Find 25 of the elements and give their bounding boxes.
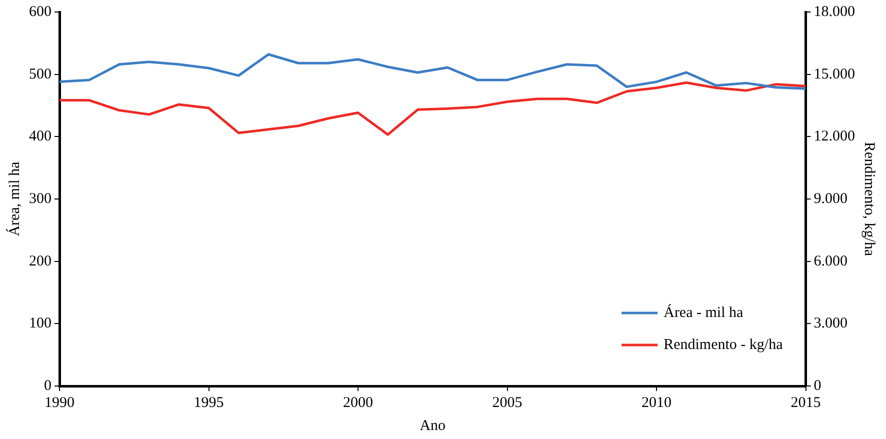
y-tick-label: 500 bbox=[29, 66, 52, 82]
x-tick-label: 2010 bbox=[642, 394, 672, 411]
x-tick-label: 2000 bbox=[343, 394, 373, 411]
x-axis-title: Ano bbox=[420, 418, 446, 434]
x-tick-label: 1990 bbox=[44, 394, 74, 411]
x-tick-label: 2005 bbox=[492, 394, 522, 411]
y-tick-label: 200 bbox=[29, 253, 52, 270]
x-tick-label: 1995 bbox=[194, 394, 224, 411]
y2-tick-label: 18.000 bbox=[814, 4, 855, 20]
y-tick-label: 100 bbox=[29, 316, 52, 332]
y-tick-label: 400 bbox=[29, 128, 52, 145]
legend-label: Área - mil ha bbox=[664, 304, 744, 321]
legend-label: Rendimento - kg/ha bbox=[664, 336, 784, 353]
y2-tick-label: 15.000 bbox=[814, 66, 855, 82]
y2-tick-label: 3.000 bbox=[814, 316, 848, 332]
y2-tick-label: 0 bbox=[814, 378, 822, 394]
x-tick-label: 2015 bbox=[790, 394, 821, 411]
y2-tick-label: 12.000 bbox=[814, 128, 855, 145]
y2-axis-title: Rendimento, kg/ha bbox=[861, 142, 878, 256]
y-tick-label: 300 bbox=[29, 190, 52, 207]
y-axis-title: Área, mil ha bbox=[6, 161, 23, 236]
y2-tick-label: 6.000 bbox=[814, 253, 848, 270]
y-tick-label: 600 bbox=[29, 4, 52, 20]
y2-tick-label: 9.000 bbox=[814, 190, 848, 207]
y-tick-label: 0 bbox=[44, 378, 52, 394]
